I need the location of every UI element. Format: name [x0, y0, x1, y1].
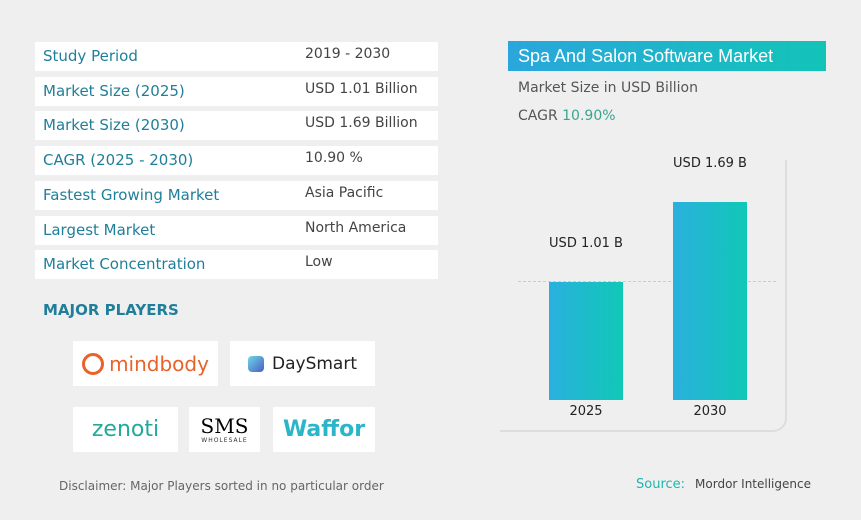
chart-title: Spa And Salon Software Market	[508, 41, 826, 71]
row-key: Market Size (2030)	[43, 116, 185, 135]
cagr: CAGR 10.90%	[518, 108, 616, 124]
data-label: USD 1.01 B	[549, 235, 623, 251]
row-key: CAGR (2025 - 2030)	[43, 151, 194, 170]
x-tick-label: 2030	[693, 404, 727, 419]
row-key: Market Concentration	[43, 255, 206, 274]
row-value: North America	[305, 219, 407, 236]
sms-logo: SMS WHOLESALE	[189, 407, 260, 452]
gridline	[518, 281, 776, 282]
table-row: CAGR (2025 - 2030) 10.90 %	[35, 146, 438, 176]
zenoti-logo: zenoti	[73, 407, 178, 452]
major-players-heading: MAJOR PLAYERS	[43, 301, 179, 319]
table-row: Largest Market North America	[35, 215, 438, 245]
disclaimer: Disclaimer: Major Players sorted in no p…	[59, 479, 384, 493]
row-value: USD 1.69 Billion	[305, 115, 418, 132]
table-row: Fastest Growing Market Asia Pacific	[35, 180, 438, 210]
cagr-value: 10.90%	[562, 108, 616, 124]
chart-subtitle: Market Size in USD Billion	[518, 80, 698, 96]
sms-text: SMS	[200, 413, 249, 438]
data-label: USD 1.69 B	[673, 156, 747, 172]
row-key: Fastest Growing Market	[43, 185, 220, 204]
row-value: USD 1.01 Billion	[305, 80, 418, 97]
table-row: Market Size (2030) USD 1.69 Billion	[35, 111, 438, 141]
cagr-label: CAGR	[518, 108, 558, 124]
row-value: 10.90 %	[305, 150, 363, 167]
table-row: Market Concentration Low	[35, 250, 438, 280]
zenoti-text: zenoti	[91, 417, 160, 442]
daysmart-text: DaySmart	[272, 353, 357, 374]
source-label: Source:	[636, 477, 686, 492]
sms-subtext: WHOLESALE	[201, 436, 248, 444]
row-key: Market Size (2025)	[43, 81, 185, 100]
table-row: Study Period 2019 - 2030	[35, 42, 438, 71]
table-row: Market Size (2025) USD 1.01 Billion	[35, 76, 438, 106]
bar-2030	[673, 202, 747, 400]
bar-2025	[549, 281, 623, 400]
daysmart-logo: DaySmart	[230, 341, 375, 386]
source: Source: Mordor Intelligence	[636, 477, 811, 492]
row-value: 2019 - 2030	[305, 46, 391, 62]
waffor-text: Waffor	[282, 417, 366, 442]
mindbody-text: mindbody	[109, 351, 209, 376]
waffor-logo: Waffor	[273, 407, 375, 452]
mindbody-mark-icon	[82, 352, 105, 375]
mindbody-logo: mindbody	[73, 341, 218, 386]
row-key: Largest Market	[43, 220, 156, 239]
row-value: Low	[305, 254, 333, 271]
x-tick-label: 2025	[569, 404, 603, 419]
daysmart-mark-icon	[248, 355, 264, 372]
source-value: Mordor Intelligence	[695, 477, 811, 491]
row-value: Asia Pacific	[305, 184, 384, 201]
row-key: Study Period	[43, 47, 138, 65]
chart-area	[500, 160, 787, 432]
